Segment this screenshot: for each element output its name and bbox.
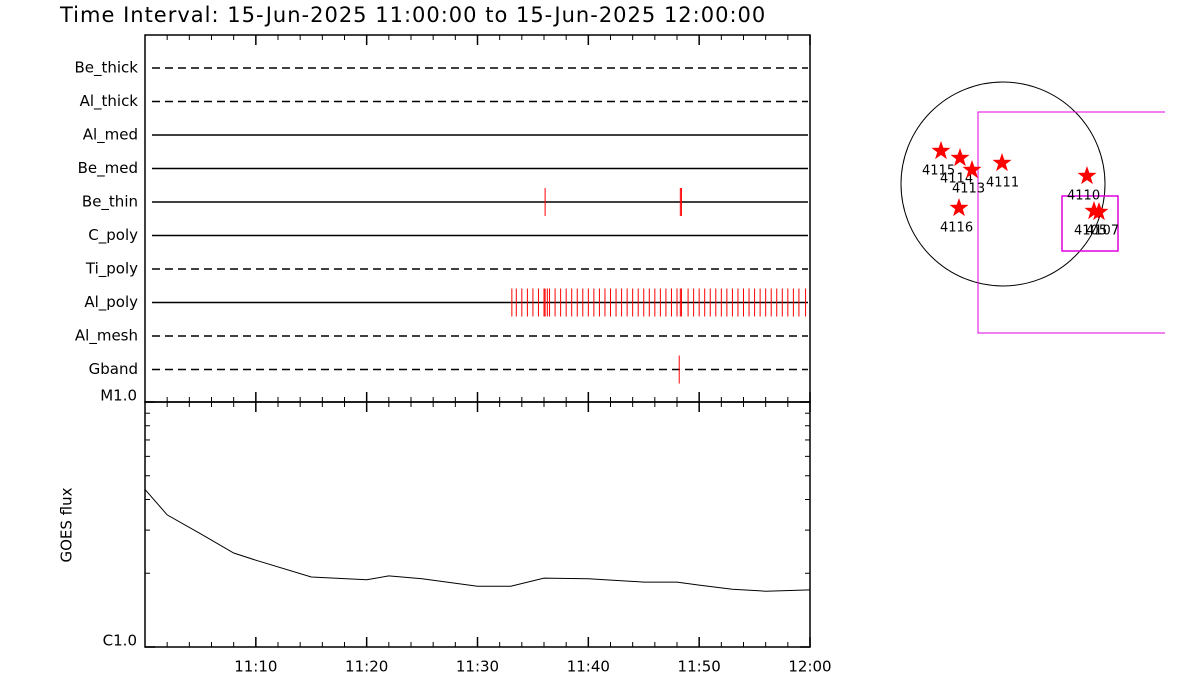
region-label: 4113 — [952, 182, 985, 197]
filter-label: Be_thin — [82, 193, 138, 212]
x-tick-label: 11:40 — [567, 658, 610, 676]
fov-box — [1061, 195, 1119, 252]
region-star — [931, 141, 951, 160]
filter-label: Ti_poly — [85, 260, 138, 279]
goes-curve — [144, 489, 811, 592]
x-tick-label: 11:50 — [678, 658, 721, 676]
filter-label: Be_thick — [74, 59, 138, 78]
title: Time Interval: 15-Jun-2025 11:00:00 to 1… — [59, 3, 766, 27]
y-tick-label: M1.0 — [100, 387, 137, 405]
goes-frame — [144, 401, 811, 648]
filter-label: C_poly — [88, 226, 138, 245]
region-label: 4114 — [940, 172, 973, 187]
region-label: 4105 — [1074, 224, 1107, 239]
region-star — [1077, 166, 1097, 185]
solar-disk — [900, 81, 1106, 287]
filter-label: Al_med — [83, 126, 138, 145]
filter-label: Al_mesh — [75, 327, 138, 346]
y-tick-label: C1.0 — [103, 632, 137, 650]
region-label: 4111 — [986, 176, 1019, 191]
filter-label: Al_poly — [84, 293, 138, 312]
x-tick-label: 12:00 — [788, 658, 831, 676]
region-label: 4115 — [922, 164, 955, 179]
x-tick-label: 11:30 — [456, 658, 499, 676]
timeline-frame — [144, 34, 811, 403]
y-axis-label: GOES flux — [58, 487, 76, 562]
region-label: 4107 — [1086, 224, 1119, 239]
region-star — [992, 153, 1012, 172]
region-label: 4110 — [1067, 189, 1100, 204]
region-map: 4115 4114 4113 4111 4116 4110 4105 4107 — [900, 81, 1165, 334]
region-label: 4116 — [940, 221, 973, 236]
region-star — [949, 198, 969, 217]
filter-label: Al_thick — [80, 92, 139, 111]
x-tick-label: 11:20 — [345, 658, 388, 676]
filter-label: Be_med — [78, 159, 138, 178]
x-tick-label: 11:10 — [234, 658, 277, 676]
filter-label: Gband — [89, 360, 138, 378]
fov-box — [977, 111, 1165, 334]
